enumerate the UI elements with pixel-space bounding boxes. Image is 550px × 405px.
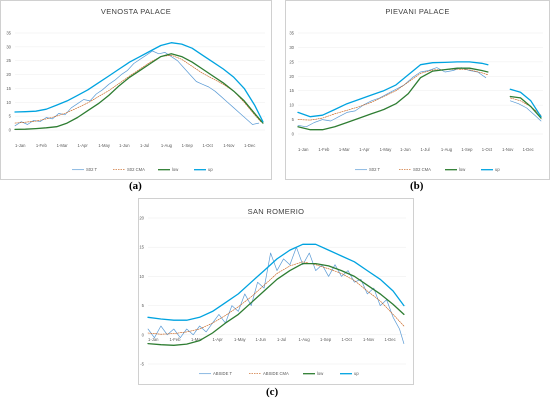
x-tick-label: 1-Jan — [298, 147, 309, 152]
chart-a: VENOSTA PALACE 0 5 10 15 20 25 30 35 1-Jan 1-Feb 1-… — [0, 0, 272, 180]
chart-panel-a: VENOSTA PALACE 0 5 10 15 20 25 30 35 1-Jan 1-Feb 1-… — [0, 0, 272, 180]
x-tick-label: 1-Jun — [119, 143, 130, 148]
x-tick-label: 1-Sep — [320, 337, 332, 342]
y-tick-label: -5 — [140, 362, 144, 367]
legend-label: S02 CMA — [127, 167, 145, 172]
series-line — [297, 68, 542, 121]
series-line — [14, 54, 262, 124]
series-line — [147, 261, 405, 335]
series-line — [147, 246, 405, 344]
x-tick-label: 1-Jun — [400, 147, 411, 152]
x-tick-label: 1-Oct — [203, 143, 214, 148]
legend-label: low — [459, 167, 466, 172]
x-tick-label: 1-May — [234, 337, 247, 342]
x-tick-label: 1-Jan — [15, 143, 26, 148]
y-tick-label: 10 — [6, 100, 11, 105]
x-tick-label: 1-Jun — [256, 337, 267, 342]
y-tick-label: 5 — [142, 303, 145, 308]
caption-b: (b) — [410, 180, 424, 192]
x-tick-label: 1-Dec — [385, 337, 396, 342]
x-tick-label: 1-Dec — [523, 147, 534, 152]
plot-frame — [0, 0, 272, 180]
series-line — [14, 53, 264, 131]
y-tick-label: 20 — [6, 72, 11, 77]
x-tick-label: 1-Feb — [36, 143, 48, 148]
legend-label: low — [172, 167, 179, 172]
chart-title: SAN ROMERIO — [248, 207, 305, 216]
y-tick-label: 5 — [292, 117, 295, 122]
y-tick-label: 30 — [289, 45, 294, 50]
x-tick-label: 1-Mar — [191, 337, 203, 342]
x-tick-label: 1-Sep — [182, 143, 194, 148]
y-tick-label: 15 — [289, 88, 294, 93]
chart-title: PIEVANI PALACE — [385, 7, 449, 16]
chart-c: SAN ROMERIO -5 0 5 10 15 20 1-Jan 1-Feb 1-Mar 1-Ap… — [138, 198, 414, 385]
x-tick-label: 1-Mar — [57, 143, 69, 148]
caption-a: (a) — [129, 180, 142, 192]
x-tick-label: 1-Dec — [244, 143, 255, 148]
x-tick-label: 1-Feb — [170, 337, 182, 342]
x-tick-label: 1-Apr — [78, 143, 89, 148]
series-line — [147, 243, 405, 321]
legend-label: ABSIDE CMA — [263, 371, 289, 376]
x-tick-label: 1-Jan — [148, 337, 159, 342]
series-line — [147, 262, 405, 346]
series-line — [297, 67, 542, 128]
chart-title: VENOSTA PALACE — [101, 7, 171, 16]
series-line — [297, 67, 542, 131]
x-tick-label: 1-Aug — [299, 337, 311, 342]
y-tick-label: 10 — [139, 274, 144, 279]
legend-label: S02 T — [86, 167, 98, 172]
x-tick-label: 1-Jul — [277, 337, 286, 342]
y-tick-label: 10 — [289, 103, 294, 108]
y-tick-label: 20 — [139, 216, 144, 221]
y-tick-label: 0 — [142, 332, 145, 337]
y-tick-label: 0 — [292, 132, 295, 137]
x-tick-label: 1-Sep — [461, 147, 473, 152]
plot-frame — [285, 0, 550, 180]
y-tick-label: 20 — [289, 74, 294, 79]
series-line — [14, 42, 264, 123]
legend-label: up — [495, 167, 500, 172]
x-tick-label: 1-Aug — [161, 143, 173, 148]
x-tick-label: 1-Nov — [223, 143, 235, 148]
y-tick-label: 30 — [6, 44, 11, 49]
x-tick-label: 1-Mar — [339, 147, 351, 152]
series-line — [297, 61, 542, 118]
chart-panel-b: PIEVANI PALACE 0 5 10 15 20 25 30 35 1-Jan 1-Feb 1-… — [285, 0, 550, 180]
plot-frame — [138, 198, 414, 385]
y-tick-label: 25 — [289, 59, 294, 64]
legend-label: S02 T — [369, 167, 381, 172]
y-tick-label: 35 — [289, 31, 294, 36]
x-tick-label: 1-Nov — [502, 147, 514, 152]
y-tick-label: 15 — [139, 245, 144, 250]
x-tick-label: 1-Oct — [482, 147, 493, 152]
y-tick-label: 35 — [6, 31, 11, 36]
x-tick-label: 1-Aug — [441, 147, 453, 152]
x-tick-label: 1-Nov — [363, 337, 375, 342]
x-tick-label: 1-Feb — [318, 147, 330, 152]
y-tick-label: 0 — [9, 128, 12, 133]
caption-c: (c) — [266, 386, 279, 398]
legend-label: ABSIDE T — [213, 371, 232, 376]
y-tick-label: 5 — [9, 114, 12, 119]
legend-label: up — [208, 167, 213, 172]
x-tick-label: 1-Oct — [342, 337, 353, 342]
legend-label: S02 CMA — [413, 167, 431, 172]
legend-label: low — [317, 371, 324, 376]
x-tick-label: 1-Apr — [359, 147, 370, 152]
x-tick-label: 1-Apr — [213, 337, 224, 342]
chart-b: PIEVANI PALACE 0 5 10 15 20 25 30 35 1-Jan 1-Feb 1-… — [285, 0, 550, 180]
x-tick-label: 1-Jul — [421, 147, 430, 152]
x-tick-label: 1-May — [380, 147, 393, 152]
y-tick-label: 25 — [6, 58, 11, 63]
x-tick-label: 1-May — [98, 143, 111, 148]
chart-panel-c: SAN ROMERIO -5 0 5 10 15 20 1-Jan 1-Feb 1-Mar 1-Ap… — [138, 198, 414, 385]
y-tick-label: 15 — [6, 86, 11, 91]
x-tick-label: 1-Jul — [140, 143, 149, 148]
legend-label: up — [354, 371, 359, 376]
